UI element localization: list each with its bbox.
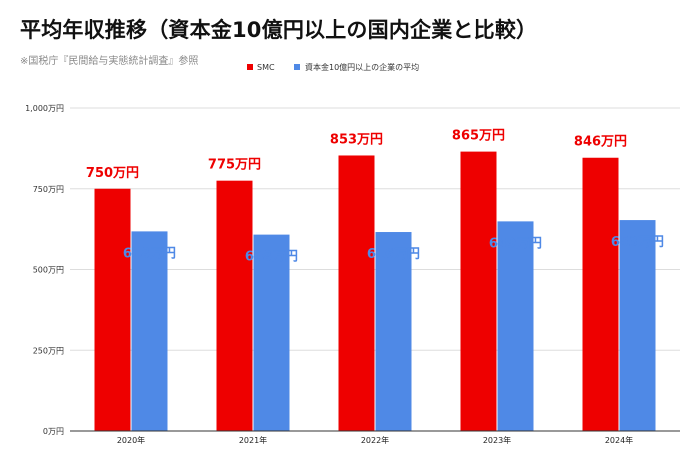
bars — [94, 151, 656, 432]
source-note: ※国税庁『民間給与実態統計調査』参照 — [20, 56, 199, 67]
data-label-average: 616万円 — [367, 247, 420, 262]
bar-average — [253, 234, 290, 431]
x-tick-label: 2024年 — [605, 435, 633, 445]
x-tick-label: 2022年 — [361, 435, 389, 445]
bar-average — [619, 220, 656, 431]
x-axis: 2020年 2021年 2022年 2023年 2024年 — [70, 430, 680, 445]
x-tick-label: 2023年 — [483, 435, 511, 445]
bar-smc — [582, 157, 619, 431]
legend-swatch-average — [294, 64, 300, 70]
data-label-average: 608万円 — [245, 250, 298, 265]
bar-average — [375, 232, 412, 431]
y-axis: 0万円 250万円 500万円 750万円 1,000万円 — [25, 104, 64, 436]
data-label-smc: 865万円 — [452, 129, 505, 144]
data-label-smc: 775万円 — [208, 158, 261, 173]
y-tick-label: 250万円 — [33, 346, 64, 355]
data-label-average: 649万円 — [489, 236, 542, 251]
y-tick-label: 0万円 — [43, 427, 64, 436]
data-labels: 750万円 618万円 775万円 608万円 853万円 616万円 865万円 649万円… — [86, 129, 664, 265]
x-tick-label: 2021年 — [239, 435, 267, 445]
y-tick-label: 1,000万円 — [25, 104, 64, 113]
data-label-smc: 750万円 — [86, 166, 139, 181]
x-tick-label: 2020年 — [117, 435, 145, 445]
legend: SMC 資本金10億円以上の企業の平均 — [247, 62, 419, 72]
legend-swatch-smc — [247, 64, 253, 70]
bar-average — [131, 231, 168, 431]
gridlines — [70, 107, 680, 351]
bar-average — [497, 221, 534, 431]
data-label-average: 653万円 — [611, 235, 664, 250]
bar-smc — [338, 155, 375, 431]
chart-title: 平均年収推移（資本金10億円以上の国内企業と比較） — [20, 18, 538, 42]
data-label-smc: 846万円 — [574, 135, 627, 150]
bar-smc — [460, 151, 497, 432]
data-label-smc: 853万円 — [330, 132, 383, 147]
legend-label-average: 資本金10億円以上の企業の平均 — [305, 62, 419, 72]
legend-label-smc: SMC — [257, 63, 275, 72]
y-tick-label: 750万円 — [33, 185, 64, 194]
bar-smc — [216, 180, 253, 431]
data-label-average: 618万円 — [123, 246, 176, 261]
bar-smc — [94, 188, 131, 431]
y-tick-label: 500万円 — [33, 266, 64, 275]
